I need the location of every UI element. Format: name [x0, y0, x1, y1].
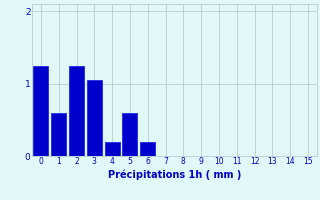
Bar	[105, 142, 120, 156]
Bar	[51, 113, 66, 156]
Bar	[69, 66, 84, 156]
Bar	[140, 142, 155, 156]
Bar	[87, 80, 102, 156]
Bar	[122, 113, 138, 156]
X-axis label: Précipitations 1h ( mm ): Précipitations 1h ( mm )	[108, 169, 241, 180]
Bar	[33, 66, 48, 156]
